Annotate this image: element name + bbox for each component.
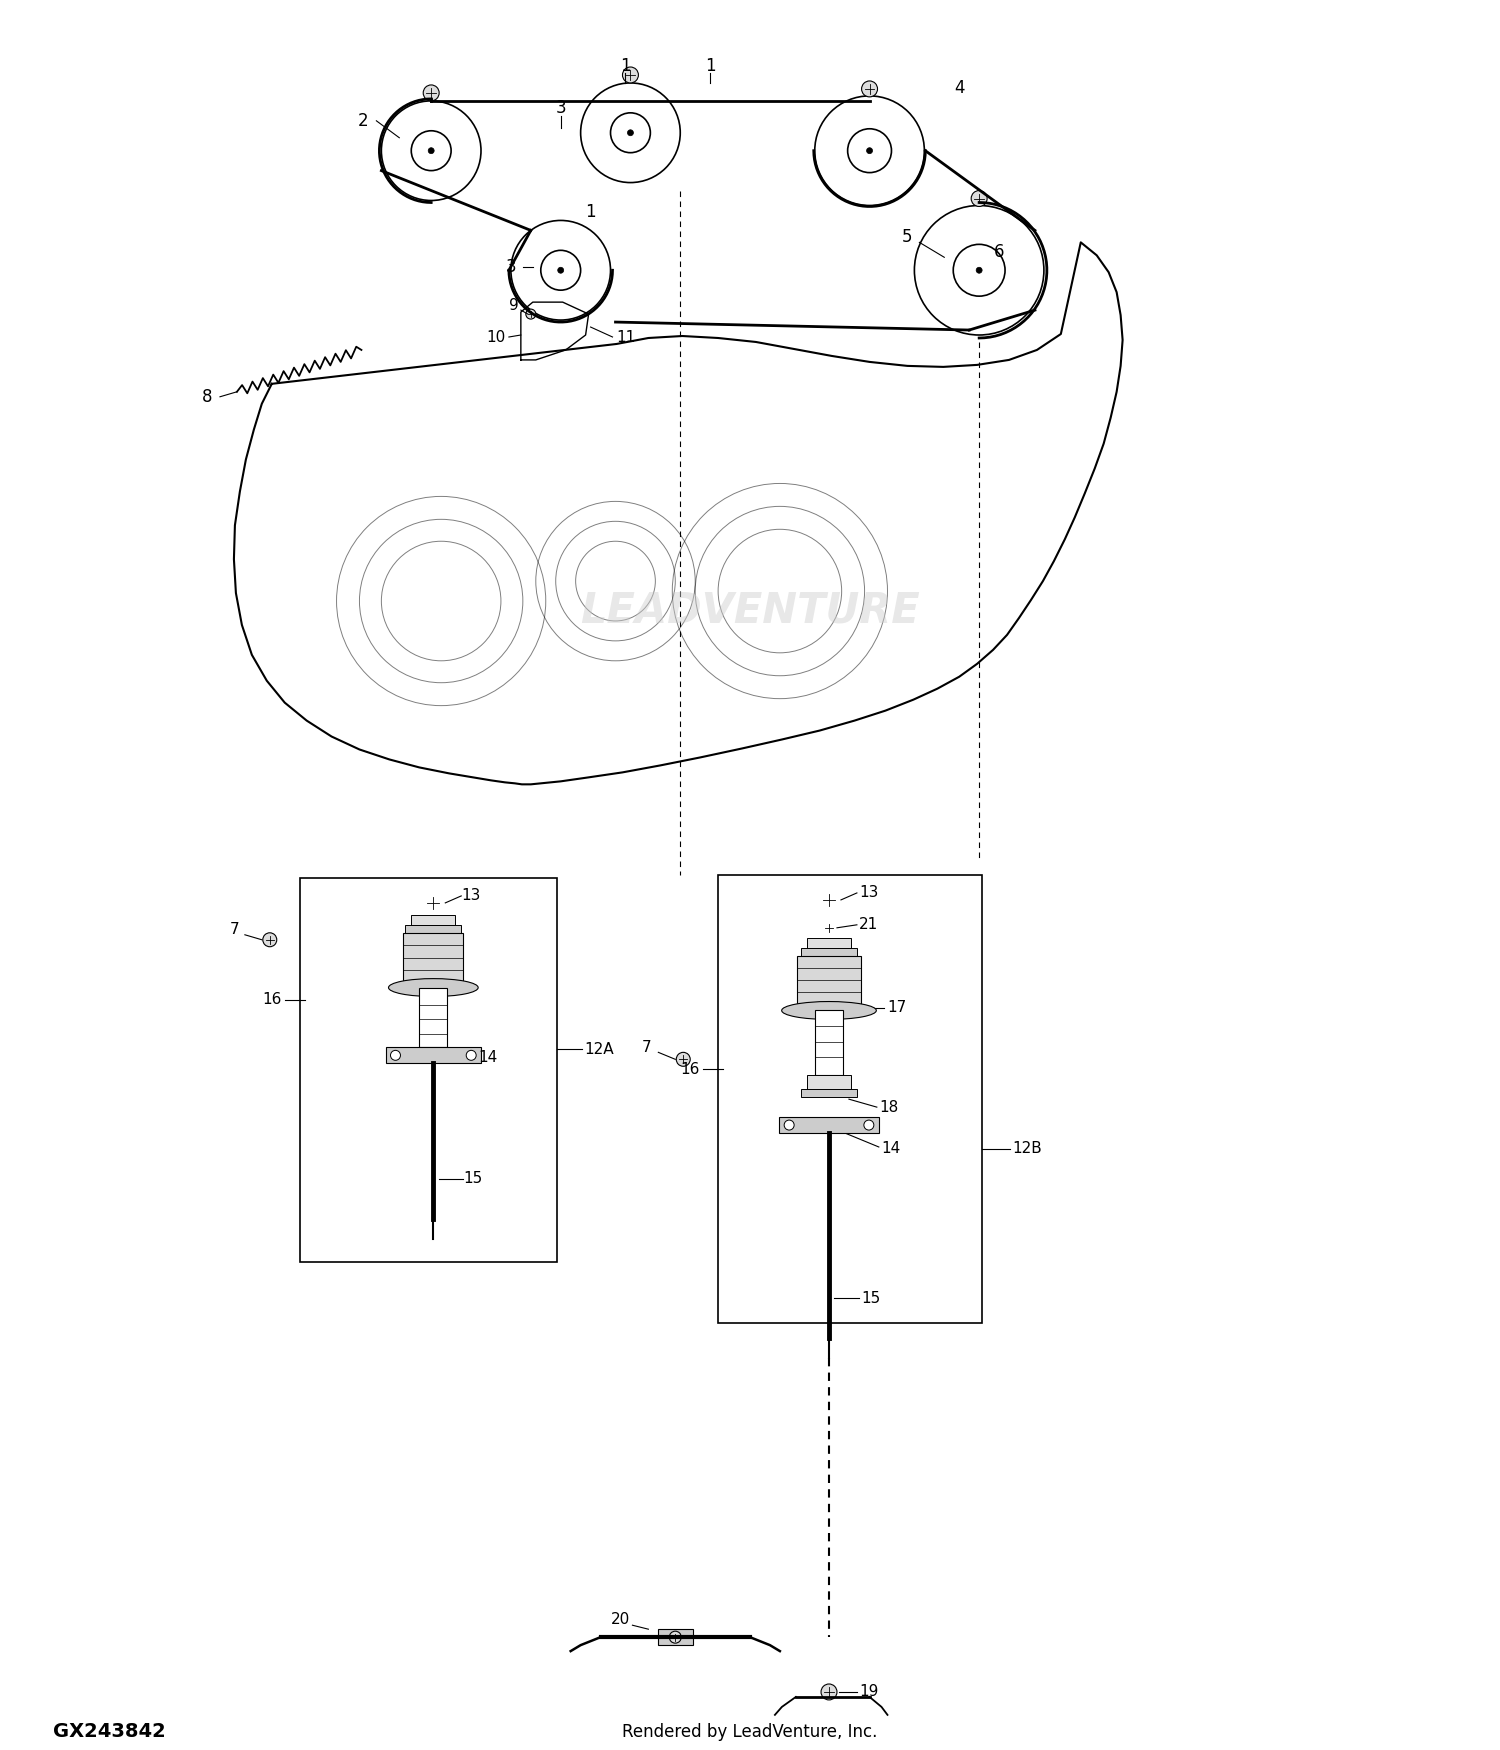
Circle shape	[423, 892, 444, 914]
Bar	[807, 1074, 850, 1088]
Bar	[796, 956, 861, 1010]
Bar	[807, 938, 850, 948]
Bar	[801, 1088, 856, 1097]
Text: 16: 16	[262, 992, 282, 1006]
Circle shape	[819, 891, 839, 910]
Text: GX243842: GX243842	[53, 1722, 165, 1741]
Circle shape	[427, 147, 433, 154]
Text: 14: 14	[880, 1141, 900, 1157]
Circle shape	[262, 933, 278, 947]
Circle shape	[867, 147, 873, 154]
Bar	[404, 933, 464, 987]
Text: 11: 11	[616, 329, 634, 345]
Text: 4: 4	[954, 79, 964, 96]
Circle shape	[669, 1631, 681, 1643]
Circle shape	[526, 310, 536, 318]
Text: 15: 15	[464, 1171, 483, 1186]
Bar	[386, 1046, 482, 1064]
Text: 1: 1	[620, 58, 632, 75]
Ellipse shape	[388, 978, 478, 996]
Text: 17: 17	[886, 999, 906, 1015]
Ellipse shape	[782, 1001, 876, 1020]
Text: 1: 1	[585, 203, 596, 222]
Text: 7: 7	[642, 1040, 651, 1055]
Text: 15: 15	[861, 1292, 880, 1306]
Bar	[405, 924, 460, 933]
Text: Rendered by LeadVenture, Inc.: Rendered by LeadVenture, Inc.	[622, 1722, 878, 1741]
Text: 19: 19	[859, 1685, 879, 1699]
Text: 13: 13	[462, 889, 482, 903]
Text: 1: 1	[705, 58, 716, 75]
Circle shape	[558, 268, 564, 273]
Text: 2: 2	[358, 112, 369, 130]
Bar	[300, 878, 556, 1262]
Circle shape	[976, 268, 982, 273]
Circle shape	[821, 1684, 837, 1699]
Text: 3: 3	[506, 259, 516, 276]
Text: 10: 10	[486, 329, 506, 345]
Text: 6: 6	[994, 243, 1005, 261]
Bar	[658, 1629, 693, 1645]
Bar	[420, 987, 447, 1046]
Text: 12A: 12A	[585, 1041, 614, 1057]
Text: LEADVENTURE: LEADVENTURE	[580, 590, 920, 632]
Bar	[815, 1010, 843, 1074]
Text: 20: 20	[610, 1612, 630, 1628]
Circle shape	[864, 1120, 874, 1130]
Text: 14: 14	[478, 1050, 498, 1064]
Text: 18: 18	[879, 1099, 898, 1115]
Text: 9: 9	[509, 298, 519, 313]
Text: 12B: 12B	[1013, 1141, 1042, 1157]
Circle shape	[390, 1050, 400, 1060]
Text: 7: 7	[230, 922, 240, 938]
Circle shape	[784, 1120, 794, 1130]
Bar	[778, 1116, 879, 1132]
Text: 21: 21	[859, 917, 879, 933]
Circle shape	[622, 66, 639, 82]
Circle shape	[822, 920, 836, 934]
Text: 16: 16	[681, 1062, 700, 1076]
Circle shape	[676, 1052, 690, 1066]
Text: 8: 8	[202, 388, 213, 406]
Bar	[411, 915, 456, 924]
Bar	[801, 949, 856, 956]
Circle shape	[627, 130, 633, 136]
Circle shape	[423, 86, 439, 102]
Text: 3: 3	[555, 98, 566, 117]
Circle shape	[861, 80, 877, 96]
Bar	[718, 875, 982, 1323]
Circle shape	[970, 191, 987, 206]
Text: 5: 5	[902, 228, 912, 247]
Circle shape	[466, 1050, 476, 1060]
Text: 13: 13	[859, 886, 879, 901]
